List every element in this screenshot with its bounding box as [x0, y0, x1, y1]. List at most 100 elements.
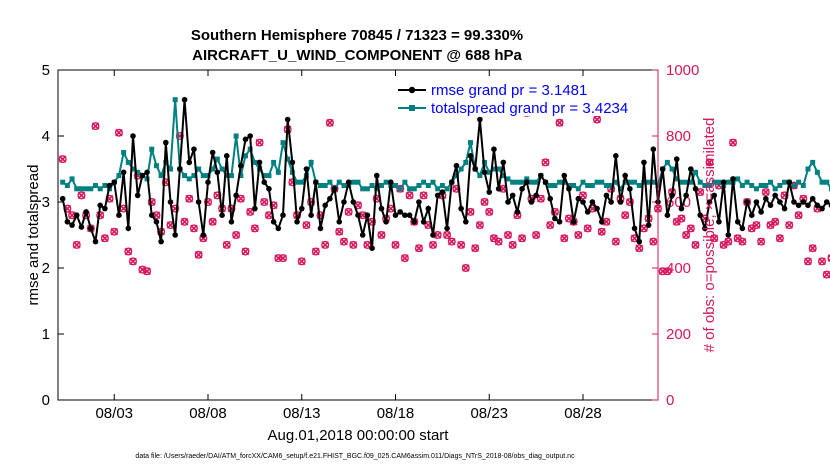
rmse-point: [800, 199, 807, 205]
obs-possible-point: [649, 237, 658, 246]
rmse-point: [538, 172, 544, 179]
totalspread-point: [411, 186, 417, 192]
rmse-point: [336, 219, 343, 225]
rmse-point: [608, 199, 614, 205]
obs-assimilated-point: [560, 234, 569, 243]
rmse-point: [111, 179, 118, 185]
obs-assimilated-point: [532, 231, 540, 239]
obs-assimilated-point: [101, 234, 109, 243]
rmse-point: [781, 205, 788, 212]
rmse-point: [463, 219, 469, 225]
obs-assimilated-point: [466, 208, 475, 216]
rmse-point: [692, 186, 699, 192]
rmse-point: [448, 179, 455, 185]
totalspread-point: [693, 169, 698, 175]
obs-possible-point: [208, 217, 217, 226]
totalspread-point: [500, 173, 506, 179]
totalspread-point: [393, 183, 398, 188]
totalspread-point: [196, 166, 202, 172]
obs-possible-point: [583, 224, 592, 233]
rmse-point: [195, 199, 202, 205]
totalspread-point: [768, 179, 773, 185]
rmse-point: [345, 179, 352, 185]
left-tick-label: 4: [42, 128, 50, 145]
obs-assimilated-point: [583, 224, 592, 233]
obs-possible-point: [114, 128, 123, 137]
rmse-point: [228, 219, 235, 225]
totalspread-point: [486, 169, 492, 175]
totalspread-point: [603, 183, 609, 188]
totalspread-point: [421, 179, 427, 185]
obs-possible-point: [297, 257, 306, 266]
rmse-point: [139, 172, 146, 179]
obs-possible-point: [405, 191, 414, 200]
rmse-point: [805, 202, 811, 209]
left-tick-label: 0: [42, 392, 50, 409]
totalspread-point: [210, 166, 216, 172]
rmse-point: [523, 179, 530, 185]
obs-possible-point: [246, 207, 255, 216]
rmse-point: [134, 192, 141, 199]
rmse-point: [256, 159, 263, 166]
totalspread-point: [782, 179, 788, 185]
totalspread-point: [275, 169, 281, 175]
obs-possible-point: [579, 191, 588, 200]
obs-possible-point: [274, 254, 283, 263]
totalspread-point: [458, 166, 464, 172]
totalspread-point: [425, 183, 431, 188]
obs-assimilated-point: [733, 234, 742, 243]
obs-assimilated-point: [480, 198, 489, 206]
totalspread-point: [702, 183, 708, 188]
rmse-point: [580, 199, 586, 205]
totalspread-point: [496, 166, 502, 172]
obs-possible-point: [804, 257, 813, 266]
totalspread-point: [753, 186, 759, 192]
obs-assimilated-point: [91, 122, 100, 130]
rmse-point: [486, 189, 493, 195]
obs-assimilated-point: [687, 224, 695, 233]
x-axis-ticks: 08/03 08/08 08/13 08/18 08/23 08/28: [95, 70, 602, 422]
obs-assimilated-point: [691, 241, 700, 249]
rmse-point: [697, 212, 703, 218]
rmse-point: [373, 172, 380, 179]
totalspread-point: [463, 159, 469, 165]
rmse-point: [223, 153, 230, 159]
totalspread-point: [336, 179, 342, 185]
totalspread-point: [69, 176, 75, 182]
rmse-point: [777, 199, 783, 205]
obs-possible-point: [663, 267, 672, 276]
rmse-point: [102, 205, 108, 212]
obs-possible-point: [475, 221, 484, 230]
rmse-point: [509, 192, 516, 199]
obs-assimilated-point: [241, 247, 250, 256]
obs-assimilated-point: [771, 218, 779, 226]
obs-assimilated-point: [415, 244, 423, 252]
rmse-point: [533, 192, 539, 199]
chart-title-line2: AIRCRAFT_U_WIND_COMPONENT @ 688 hPa: [192, 47, 522, 64]
totalspread-point: [219, 166, 225, 172]
obs-possible-point: [77, 191, 86, 200]
totalspread-point: [430, 179, 436, 185]
obs-assimilated-point: [705, 158, 714, 167]
rmse-series: [59, 96, 830, 251]
rmse-point: [411, 219, 418, 225]
rmse-point: [500, 159, 507, 166]
rmse-point: [758, 209, 764, 215]
obs-assimilated-point: [457, 241, 465, 249]
obs-assimilated-series: [58, 109, 830, 279]
rmse-point: [397, 209, 403, 215]
left-tick-label: 5: [42, 62, 50, 79]
totalspread-point: [711, 179, 717, 185]
totalspread-point: [557, 179, 563, 185]
rmse-point: [786, 179, 793, 185]
rmse-point: [641, 159, 647, 166]
rmse-point: [116, 212, 122, 218]
rmse-point: [631, 225, 638, 232]
obs-assimilated-point: [279, 254, 287, 262]
totalspread-point: [383, 179, 389, 185]
totalspread-point: [224, 173, 230, 179]
obs-assimilated-point: [124, 247, 133, 256]
obs-assimilated-point: [565, 214, 573, 223]
rmse-point: [416, 199, 422, 205]
rmse-point: [331, 186, 338, 192]
